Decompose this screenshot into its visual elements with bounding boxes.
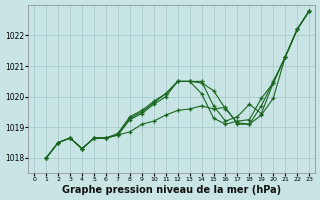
- X-axis label: Graphe pression niveau de la mer (hPa): Graphe pression niveau de la mer (hPa): [62, 185, 281, 195]
